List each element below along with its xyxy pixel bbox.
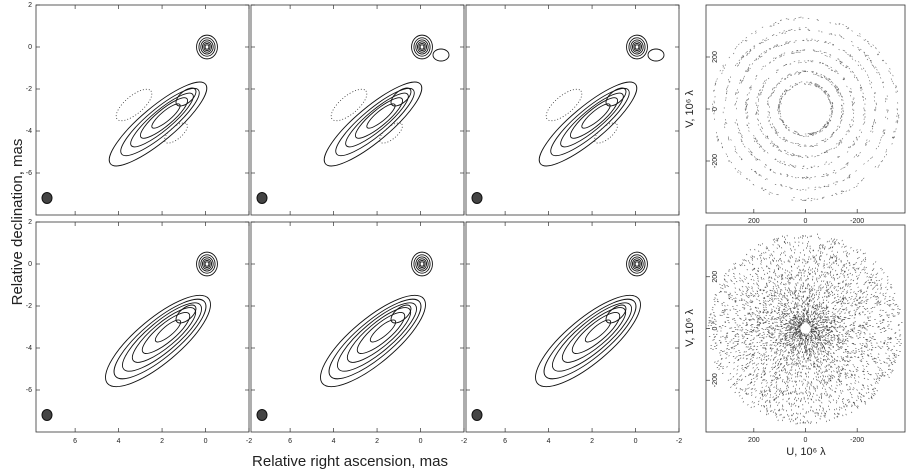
contour bbox=[340, 87, 414, 154]
negative-contour bbox=[376, 119, 405, 146]
y-tick-label: 200 bbox=[712, 271, 719, 283]
beam bbox=[472, 193, 482, 204]
y-tick-label: -200 bbox=[712, 154, 719, 168]
beam bbox=[472, 410, 482, 421]
x-tick-label: 0 bbox=[804, 437, 808, 444]
x-tick-label: 0 bbox=[204, 438, 208, 445]
contour bbox=[205, 262, 209, 266]
contour bbox=[328, 80, 421, 164]
uv-x-label: U, 10⁶ λ bbox=[786, 446, 826, 458]
contour bbox=[648, 49, 664, 61]
negative-contour bbox=[161, 119, 190, 146]
y-tick-label: -2 bbox=[26, 86, 32, 93]
x-tick-label: 4 bbox=[332, 438, 336, 445]
contour bbox=[125, 87, 199, 154]
beam bbox=[257, 410, 267, 421]
contour bbox=[412, 252, 433, 276]
contour bbox=[93, 282, 222, 401]
y-tick-label: 0 bbox=[28, 44, 32, 51]
y-axis-label: Relative declination, mas bbox=[9, 139, 26, 306]
contour bbox=[543, 80, 636, 164]
x-tick-label: 6 bbox=[73, 438, 77, 445]
contour bbox=[315, 71, 432, 177]
contour bbox=[199, 38, 215, 56]
contour bbox=[197, 35, 218, 59]
contour bbox=[104, 288, 216, 390]
uv-coverage bbox=[713, 17, 899, 201]
y-tick-label: 0 bbox=[712, 107, 719, 111]
x-tick-label: 0 bbox=[419, 438, 423, 445]
y-tick-label: -2 bbox=[26, 303, 32, 310]
contour bbox=[412, 35, 433, 59]
x-axis-label: Relative right ascension, mas bbox=[252, 453, 448, 470]
y-tick-label: 200 bbox=[712, 51, 719, 63]
x-tick-label: 200 bbox=[748, 437, 760, 444]
map-frame bbox=[466, 222, 679, 432]
contour bbox=[629, 255, 645, 273]
contour bbox=[635, 45, 639, 49]
uv-coverage bbox=[708, 234, 903, 425]
y-tick-label: 2 bbox=[28, 2, 32, 9]
x-tick-label: -2 bbox=[676, 438, 682, 445]
x-tick-label: 2 bbox=[375, 438, 379, 445]
x-tick-label: 2 bbox=[160, 438, 164, 445]
contour bbox=[414, 38, 430, 56]
map-frame bbox=[251, 222, 464, 432]
contour bbox=[414, 255, 430, 273]
uv-y-label: V, 10⁶ λ bbox=[684, 309, 696, 347]
contour bbox=[534, 288, 646, 390]
contour bbox=[523, 282, 652, 401]
beam bbox=[257, 193, 267, 204]
x-tick-label: -2 bbox=[246, 438, 252, 445]
contour bbox=[627, 35, 648, 59]
y-tick-label: 0 bbox=[28, 261, 32, 268]
x-tick-label: 2 bbox=[590, 438, 594, 445]
contour bbox=[113, 80, 206, 164]
contour bbox=[433, 49, 449, 61]
contour bbox=[100, 71, 217, 177]
x-tick-label: 6 bbox=[503, 438, 507, 445]
x-tick-label: 0 bbox=[804, 218, 808, 225]
x-tick-label: -200 bbox=[850, 437, 864, 444]
contour bbox=[199, 255, 215, 273]
map-frame bbox=[36, 222, 249, 432]
y-tick-label: 2 bbox=[28, 219, 32, 226]
x-tick-label: -2 bbox=[461, 438, 467, 445]
contour bbox=[530, 71, 647, 177]
x-tick-label: 4 bbox=[117, 438, 121, 445]
x-tick-label: 0 bbox=[634, 438, 638, 445]
uv-y-label: V, 10⁶ λ bbox=[684, 90, 696, 128]
x-tick-label: 200 bbox=[748, 218, 760, 225]
y-tick-label: -6 bbox=[26, 170, 32, 177]
y-tick-label: 0 bbox=[712, 326, 719, 330]
contour bbox=[197, 252, 218, 276]
y-tick-label: -200 bbox=[712, 373, 719, 387]
x-tick-label: 6 bbox=[288, 438, 292, 445]
contour bbox=[420, 45, 424, 49]
contour bbox=[308, 282, 437, 401]
contour bbox=[629, 38, 645, 56]
y-tick-label: -4 bbox=[26, 345, 32, 352]
y-tick-label: -6 bbox=[26, 387, 32, 394]
contour bbox=[635, 262, 639, 266]
figure: Relative declination, mas Relative right… bbox=[0, 0, 908, 476]
x-tick-label: -200 bbox=[850, 218, 864, 225]
contour bbox=[420, 262, 424, 266]
x-tick-label: 4 bbox=[547, 438, 551, 445]
beam bbox=[42, 410, 52, 421]
contour bbox=[319, 288, 431, 390]
uv-frame bbox=[706, 5, 905, 213]
contour bbox=[627, 252, 648, 276]
contour bbox=[555, 87, 629, 154]
contour bbox=[205, 45, 209, 49]
y-tick-label: -4 bbox=[26, 128, 32, 135]
beam bbox=[42, 193, 52, 204]
negative-contour bbox=[591, 119, 620, 146]
